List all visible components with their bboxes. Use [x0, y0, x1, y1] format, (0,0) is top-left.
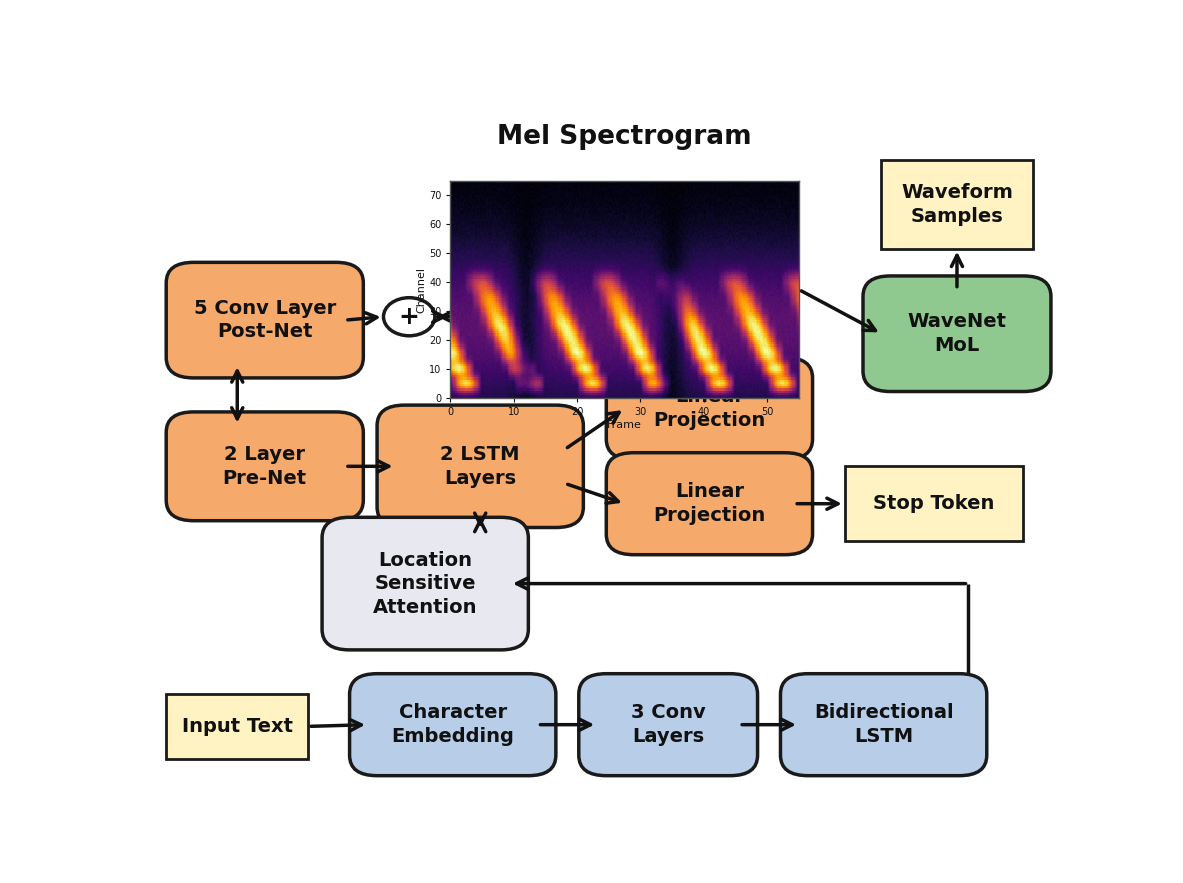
FancyBboxPatch shape [578, 674, 757, 775]
Text: Mel Spectrogram: Mel Spectrogram [497, 125, 752, 150]
FancyBboxPatch shape [166, 262, 363, 378]
FancyBboxPatch shape [350, 674, 556, 775]
FancyBboxPatch shape [864, 275, 1051, 391]
FancyBboxPatch shape [881, 161, 1033, 249]
FancyBboxPatch shape [377, 405, 583, 527]
Text: Linear
Projection: Linear Projection [653, 482, 765, 525]
Text: +: + [399, 305, 420, 328]
FancyBboxPatch shape [606, 453, 813, 555]
Text: Character
Embedding: Character Embedding [392, 704, 515, 746]
Text: 2 LSTM
Layers: 2 LSTM Layers [440, 445, 521, 487]
Text: 3 Conv
Layers: 3 Conv Layers [631, 704, 705, 746]
FancyBboxPatch shape [322, 517, 529, 650]
Text: WaveNet
MoL: WaveNet MoL [907, 313, 1007, 355]
Text: Bidirectional
LSTM: Bidirectional LSTM [814, 704, 953, 746]
FancyBboxPatch shape [781, 674, 987, 775]
Text: Linear
Projection: Linear Projection [653, 388, 765, 430]
Text: Input Text: Input Text [182, 717, 292, 736]
Text: 2 Layer
Pre-Net: 2 Layer Pre-Net [222, 445, 306, 487]
FancyBboxPatch shape [845, 466, 1023, 541]
FancyBboxPatch shape [606, 358, 813, 459]
FancyBboxPatch shape [166, 411, 363, 521]
Text: 5 Conv Layer
Post-Net: 5 Conv Layer Post-Net [194, 298, 336, 342]
FancyBboxPatch shape [166, 694, 309, 758]
Text: Location
Sensitive
Attention: Location Sensitive Attention [373, 551, 478, 616]
Text: Waveform
Samples: Waveform Samples [901, 184, 1013, 226]
Text: Stop Token: Stop Token [873, 494, 995, 513]
